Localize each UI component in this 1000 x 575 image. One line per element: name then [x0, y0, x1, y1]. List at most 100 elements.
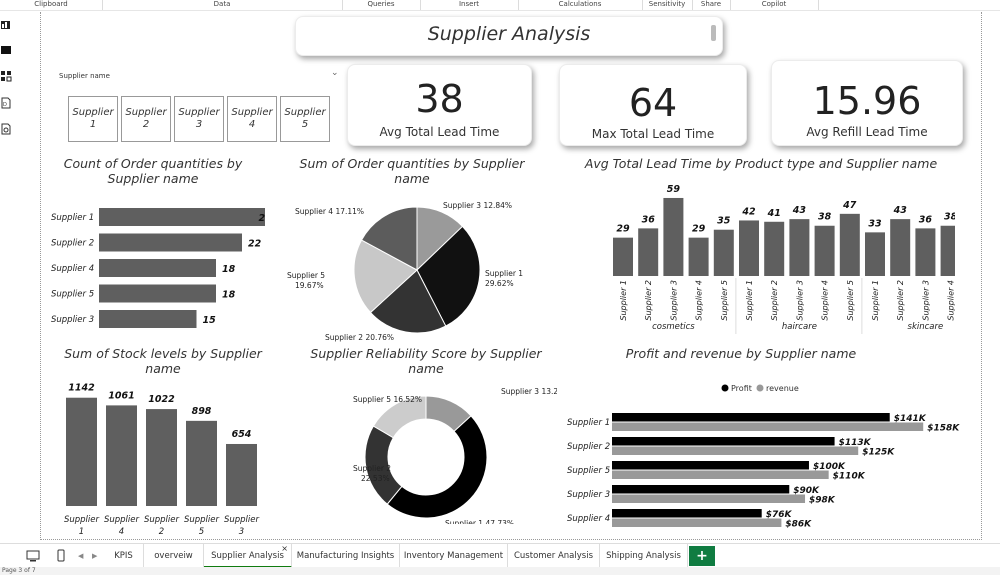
tab-inventory-management[interactable]: Inventory Management [400, 544, 508, 568]
ribbon-group-insert[interactable]: Insert [420, 0, 519, 10]
bar[interactable] [713, 229, 734, 276]
table-view-icon[interactable] [0, 44, 12, 56]
bar-category-label-num: 4 [119, 527, 124, 537]
bar[interactable] [940, 225, 955, 276]
bar-data-label: 41 [767, 208, 781, 219]
pie-slice[interactable] [369, 269, 447, 334]
slicer-chevron-down-icon[interactable]: ⌄ [331, 68, 339, 78]
bar[interactable] [612, 518, 782, 528]
bar[interactable] [890, 219, 911, 276]
bar-data-label: 29 [616, 224, 630, 235]
pie-slice[interactable] [416, 225, 481, 327]
ribbon-group-queries[interactable]: Queries [342, 0, 421, 10]
ribbon-group-data[interactable]: Data [102, 0, 343, 10]
tab-label: Supplier Analysis [211, 551, 284, 561]
bar-data-label: $141K [894, 414, 927, 424]
ribbon-group-clipboard[interactable]: Clipboard [0, 0, 103, 10]
bar[interactable] [99, 233, 242, 252]
bar[interactable] [638, 228, 659, 276]
bar-data-label: 898 [192, 406, 212, 417]
ribbon-group-sensitivity[interactable]: Sensitivity [642, 0, 693, 10]
bar-category-label-num: 5 [199, 527, 204, 537]
bar[interactable] [66, 397, 97, 506]
bar[interactable] [839, 213, 860, 276]
kpi-value: 38 [415, 77, 464, 121]
mobile-layout-icon[interactable] [56, 549, 66, 563]
bar[interactable] [612, 437, 835, 446]
bar-category-label: Supplier 2 [770, 280, 779, 321]
bar-data-label: 33 [868, 218, 882, 229]
group-label: haircare [782, 322, 817, 332]
bar[interactable] [764, 221, 785, 276]
bar[interactable] [186, 420, 217, 506]
tab-close-icon[interactable]: × [281, 544, 288, 553]
bar-data-label: 36 [919, 214, 933, 225]
bar[interactable] [688, 237, 709, 276]
bar[interactable] [99, 259, 216, 277]
bar[interactable] [106, 405, 137, 506]
tab-prev-icon[interactable]: ◀ [78, 552, 84, 560]
tab-supplier-analysis[interactable]: Supplier Analysis × [204, 544, 292, 568]
bar[interactable] [612, 413, 890, 422]
tab-overveiw[interactable]: overveiw [144, 544, 204, 568]
bar-data-label: 38 [944, 212, 955, 223]
slicer-item-supplier-5[interactable]: Supplier 5 [280, 96, 330, 142]
bar-data-label: 1061 [108, 390, 134, 401]
tab-next-icon[interactable]: ▶ [92, 552, 98, 560]
bar[interactable] [865, 232, 885, 276]
ribbon-group-copilot[interactable]: Copilot [730, 0, 819, 10]
bar[interactable] [99, 310, 197, 328]
bar-category-label: Supplier 1 [745, 280, 754, 321]
bar[interactable] [612, 461, 809, 470]
bar[interactable] [814, 225, 835, 276]
slicer-label: Supplier name [59, 72, 110, 80]
bar[interactable] [612, 485, 790, 494]
bar[interactable] [99, 208, 265, 226]
bar[interactable] [612, 422, 924, 432]
donut-slice[interactable] [372, 395, 427, 439]
bar[interactable] [226, 443, 257, 506]
bar-category-label: Supplier 2 [51, 239, 94, 249]
bar-data-label: $158K [927, 424, 960, 434]
bar[interactable] [146, 409, 177, 506]
slicer-item-supplier-3[interactable]: Supplier 3 [174, 96, 224, 142]
add-page-button[interactable]: + [689, 546, 715, 566]
slicer-item-supplier-2[interactable]: Supplier 2 [121, 96, 171, 142]
bar-category-label: Supplier [64, 515, 100, 525]
model-view-icon[interactable] [0, 70, 12, 82]
tab-shipping-analysis[interactable]: Shipping Analysis [600, 544, 688, 568]
donut-slice[interactable] [386, 415, 488, 519]
group-label: cosmetics [652, 322, 695, 332]
slicer-item-supplier-4[interactable]: Supplier 4 [227, 96, 277, 142]
ribbon-group-calculations[interactable]: Calculations [518, 0, 643, 10]
pie-slice[interactable] [360, 206, 418, 271]
pie-slice[interactable] [353, 239, 418, 314]
slicer-item-supplier-1[interactable]: Supplier 1 [68, 96, 118, 142]
tab-customer-analysis[interactable]: Customer Analysis [508, 544, 600, 568]
report-view-icon[interactable] [0, 19, 12, 31]
bar[interactable] [612, 446, 859, 456]
bar[interactable] [739, 220, 759, 276]
dax-query-view-icon[interactable]: D [0, 97, 12, 109]
bar[interactable] [612, 509, 762, 518]
tab-manufacturing-insights[interactable]: Manufacturing Insights [292, 544, 400, 568]
bar-data-label: 29 [692, 224, 706, 235]
ribbon-group-share[interactable]: Share [692, 0, 731, 10]
bar-data-label: 654 [232, 429, 252, 440]
bar[interactable] [789, 219, 810, 276]
bar-category-label: Supplier 5 [720, 280, 729, 321]
bar[interactable] [612, 470, 829, 480]
tab-kpis[interactable]: KPIS [104, 544, 144, 568]
title-scrollbar[interactable] [711, 25, 716, 41]
bar-category-label: Supplier 2 [567, 442, 610, 452]
bar[interactable] [915, 228, 936, 276]
bar[interactable] [613, 237, 633, 276]
desktop-layout-icon[interactable] [26, 549, 40, 563]
bar-category-label: Supplier 1 [567, 418, 610, 428]
bar[interactable] [612, 494, 806, 504]
bar-data-label: 42 [741, 206, 756, 217]
tmdl-view-icon[interactable] [0, 123, 12, 135]
bar[interactable] [99, 284, 216, 303]
bar[interactable] [663, 197, 684, 276]
lead-time-bar-chart: 29 Supplier 1 36 Supplier 2 59 Supplier 3 29 Su… [613, 184, 955, 334]
